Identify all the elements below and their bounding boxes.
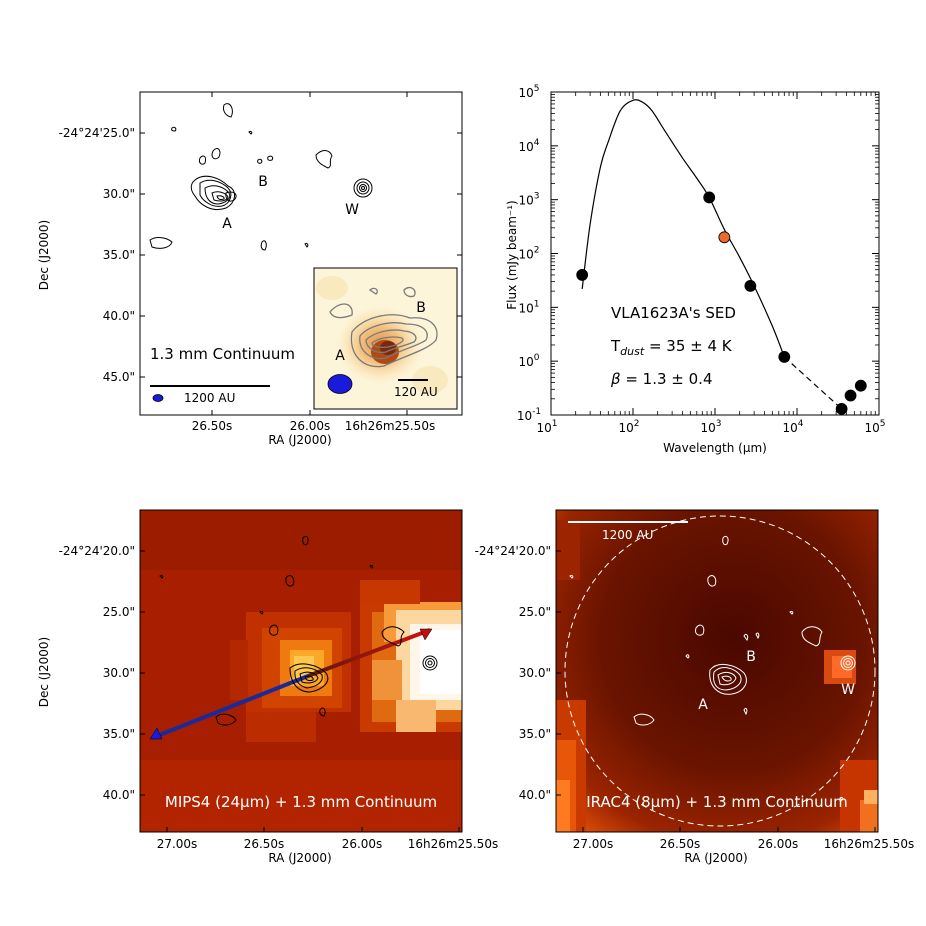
mips-dec-tick: 25.0" [103, 605, 135, 619]
source-label-b: B [258, 174, 268, 190]
continuum-xlabel: RA (J2000) [268, 433, 331, 447]
continuum-label: 1.3 mm Continuum [150, 345, 295, 363]
irac-dec-tick: 30.0" [519, 666, 551, 680]
mips-frame [139, 509, 463, 833]
irac-field-circle [564, 515, 876, 827]
mips-xlabel: RA (J2000) [268, 851, 331, 865]
irac-source-label-a: A [698, 697, 708, 713]
continuum-contours [149, 103, 373, 251]
inset-beam [327, 374, 353, 394]
sed-data-point [718, 231, 731, 244]
sed-beta: β = 1.3 ± 0.4 [610, 370, 713, 388]
sed-extrapolation-line [783, 356, 843, 410]
sed-data-point [703, 191, 716, 204]
sed-points [576, 191, 867, 415]
mips-dec-tick: 40.0" [103, 788, 135, 802]
mips-ra-tick: 26.50s [244, 837, 285, 851]
irac-label: IRAC4 (8μm) + 1.3 mm Continuum [586, 793, 847, 811]
mips-ra-tick: 16h26m25.50s [408, 837, 498, 851]
irac-ra-tick: 26.50s [660, 837, 701, 851]
sed-y-tick-label: 100 [518, 353, 539, 369]
continuum-ra-tick: 26.00s [290, 419, 331, 433]
sed-data-point [844, 389, 857, 402]
sed-data-point [744, 280, 757, 292]
continuum-ra-tick: 16h26m25.50s [345, 419, 435, 433]
mips-contours [159, 535, 438, 726]
mips-label: MIPS4 (24μm) + 1.3 mm Continuum [165, 793, 437, 811]
sed-ylabel: Flux (mJy beam⁻¹) [505, 200, 519, 309]
continuum-dec-tick: 30.0" [103, 187, 135, 201]
irac-dec-tick: 40.0" [519, 788, 551, 802]
mips-ra-tick: 27.00s [157, 837, 198, 851]
sed-data-point [778, 351, 791, 363]
irac-frame [555, 509, 879, 833]
sed-y-tick-label: 101 [518, 299, 539, 315]
inset-source-label-a: A [335, 348, 345, 364]
irac-scalebar-label: 1200 AU [602, 528, 653, 542]
irac-ra-tick: 27.00s [573, 837, 614, 851]
sed-panel: 101 102 103 104 105 10-1 100 101 102 103 104 105 VL… [505, 84, 886, 455]
inset-scalebar-label: 120 AU [394, 385, 438, 399]
source-label-a: A [222, 216, 232, 232]
sed-y-tick-label: 103 [518, 192, 539, 208]
sed-x-tick-label: 102 [618, 419, 639, 435]
continuum-dec-tick: 45.0" [103, 370, 135, 384]
sed-data-point [835, 402, 848, 415]
sed-y-tick-label: 10-1 [517, 407, 541, 423]
continuum-ylabel: Dec (J2000) [37, 220, 51, 290]
sed-y-tick-label: 102 [518, 246, 539, 262]
source-label-w: W [345, 202, 359, 218]
continuum-scalebar-label: 1200 AU [184, 391, 235, 405]
continuum-inset: A B 120 AU [313, 267, 458, 410]
sed-y-tick-label: 104 [518, 138, 539, 154]
mips-ylabel: Dec (J2000) [37, 637, 51, 707]
irac-ra-tick: 26.00s [758, 837, 799, 851]
redshifted-outflow-arrowhead [419, 628, 433, 641]
sed-data-point [576, 269, 589, 281]
mips-dec-tick: -24°24'20.0" [59, 544, 135, 558]
irac-source-label-w: W [841, 682, 855, 698]
sed-frame [550, 91, 880, 416]
sed-data-point [854, 379, 867, 392]
continuum-beam [152, 394, 164, 402]
continuum-panel: A B W 1.3 mm Continuum 1200 AU A [37, 91, 463, 447]
sed-model-curve [581, 99, 785, 358]
mips-ra-tick: 26.00s [342, 837, 383, 851]
sed-y-tick-label: 105 [518, 84, 539, 100]
sed-tdust: Tdust = 35 ± 4 K [610, 337, 733, 358]
mips-panel: MIPS4 (24μm) + 1.3 mm Continuum 27.00s 2… [37, 509, 498, 865]
blueshifted-outflow-arrowhead [149, 727, 163, 740]
sed-title: VLA1623A's SED [611, 304, 736, 322]
continuum-ticks [140, 92, 462, 415]
mips-dec-tick: 35.0" [103, 727, 135, 741]
continuum-dec-tick: -24°24'25.0" [59, 126, 135, 140]
inset-source-label-b: B [416, 300, 426, 316]
irac-xlabel: RA (J2000) [684, 851, 747, 865]
sed-x-tick-label: 104 [782, 419, 803, 435]
sed-xlabel: Wavelength (μm) [663, 441, 767, 455]
irac-contours [569, 535, 856, 801]
irac-ra-tick: 16h26m25.50s [824, 837, 914, 851]
irac-panel: 1200 AU A B W IRAC4 (8μm) + 1.3 mm Conti… [475, 509, 914, 865]
sed-ticks: 101 102 103 104 105 10-1 100 101 102 103 104 105 [517, 84, 886, 435]
irac-source-label-b: B [746, 649, 756, 665]
irac-dec-tick: 35.0" [519, 727, 551, 741]
blueshifted-outflow-arrow [151, 674, 309, 740]
mips-ticks [140, 550, 460, 832]
continuum-dec-tick: 40.0" [103, 309, 135, 323]
irac-dec-tick: -24°24'20.0" [475, 544, 551, 558]
continuum-ra-tick: 26.50s [192, 419, 233, 433]
sed-x-tick-label: 101 [536, 419, 557, 435]
mips-dec-tick: 30.0" [103, 666, 135, 680]
sed-x-tick-label: 105 [864, 419, 885, 435]
redshifted-outflow-arrow [307, 628, 431, 678]
continuum-dec-tick: 35.0" [103, 248, 135, 262]
sed-x-tick-label: 103 [700, 419, 721, 435]
irac-ticks [556, 550, 876, 832]
irac-dec-tick: 25.0" [519, 605, 551, 619]
